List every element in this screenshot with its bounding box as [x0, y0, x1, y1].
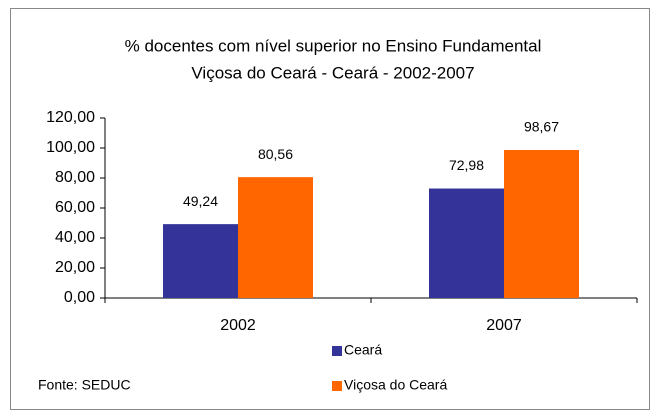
bar [429, 188, 504, 298]
data-label: 80,56 [258, 146, 293, 162]
y-tick-label: 60,00 [55, 199, 95, 216]
chart-subtitle: Viçosa do Ceará - Ceará - 2002-2007 [191, 63, 474, 82]
legend-label: Viçosa do Ceará [344, 377, 447, 393]
chart-title: % docentes com nível superior no Ensino … [125, 36, 542, 55]
x-tick-label: 2002 [220, 317, 256, 334]
y-tick-label: 100,00 [46, 139, 95, 156]
data-label: 72,98 [449, 157, 484, 173]
source-note: Fonte: SEDUC [38, 377, 131, 393]
bar [504, 149, 579, 298]
legend-label: Ceará [344, 342, 382, 358]
bar [238, 177, 313, 298]
legend-swatch [332, 381, 342, 391]
data-label: 98,67 [524, 119, 559, 135]
bar [163, 224, 238, 298]
y-tick-label: 40,00 [55, 229, 95, 246]
y-tick-label: 120,00 [46, 109, 95, 126]
y-tick-label: 0,00 [64, 289, 95, 306]
x-tick-label: 2007 [486, 317, 522, 334]
legend-swatch [332, 346, 342, 356]
y-tick-label: 80,00 [55, 169, 95, 186]
data-label: 49,24 [183, 193, 218, 209]
y-tick-label: 20,00 [55, 259, 95, 276]
